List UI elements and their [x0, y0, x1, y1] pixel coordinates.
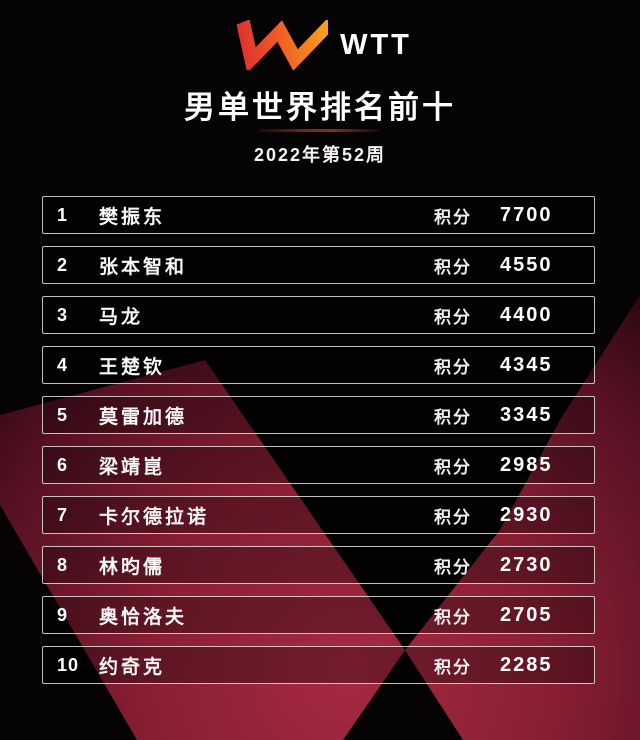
score-label: 积分: [434, 207, 472, 227]
score-value: 3345: [500, 403, 553, 426]
player-name: 梁靖崑: [99, 456, 166, 478]
score-label: 积分: [434, 357, 472, 377]
score-value: 2930: [500, 503, 553, 526]
motif-right-wing: [405, 295, 640, 740]
score-label: 积分: [434, 457, 472, 477]
player-name: 奥恰洛夫: [99, 606, 188, 628]
score-label: 积分: [434, 557, 472, 577]
wtt-logo-icon: [236, 20, 329, 70]
ranking-row: 9 奥恰洛夫 积分 2705: [42, 596, 595, 634]
score-value: 2285: [500, 653, 553, 676]
player-name: 林昀儒: [99, 556, 166, 578]
score-value: 7700: [500, 203, 553, 226]
week-subtitle: 2022年第52周: [253, 145, 387, 165]
player-name: 张本智和: [99, 256, 188, 278]
score-value: 4400: [500, 303, 553, 326]
rank-number: 9: [57, 604, 69, 625]
score-label: 积分: [434, 507, 472, 527]
score-value: 2730: [500, 553, 553, 576]
player-name: 莫雷加德: [99, 406, 188, 428]
score-value: 4345: [500, 353, 553, 376]
score-label: 积分: [434, 607, 472, 627]
rank-number: 6: [57, 454, 69, 475]
ranking-row: 8 林昀儒 积分 2730: [42, 546, 595, 584]
ranking-row: 2 张本智和 积分 4550: [42, 246, 595, 284]
score-group: 积分 2705: [434, 603, 564, 628]
player-name: 马龙: [99, 306, 144, 328]
wtt-logo-text: WTT: [340, 28, 412, 61]
ranking-row: 1 樊振东 积分 7700: [42, 196, 595, 234]
rank-number: 4: [57, 354, 69, 375]
score-label: 积分: [434, 307, 472, 327]
player-name: 约奇克: [99, 656, 166, 678]
ranking-row: 3 马龙 积分 4400: [42, 296, 595, 334]
rank-number: 3: [57, 304, 69, 325]
title-divider: [258, 129, 380, 132]
player-name: 王楚钦: [99, 356, 166, 378]
rank-number: 1: [57, 204, 69, 225]
page-title: 男单世界排名前十: [184, 90, 456, 125]
score-group: 积分 4345: [434, 353, 564, 378]
rank-number: 10: [57, 654, 80, 675]
rank-number: 8: [57, 554, 69, 575]
ranking-row: 4 王楚钦 积分 4345: [42, 346, 595, 384]
score-group: 积分 2285: [434, 653, 564, 678]
score-label: 积分: [434, 257, 472, 277]
score-value: 2705: [500, 603, 553, 626]
score-group: 积分 4400: [434, 303, 564, 328]
score-group: 积分 2730: [434, 553, 564, 578]
ranking-row: 6 梁靖崑 积分 2985: [42, 446, 595, 484]
ranking-row: 7 卡尔德拉诺 积分 2930: [42, 496, 595, 534]
score-group: 积分 7700: [434, 203, 564, 228]
score-value: 4550: [500, 253, 553, 276]
score-label: 积分: [434, 657, 472, 677]
player-name: 樊振东: [99, 206, 166, 228]
rank-number: 2: [57, 254, 69, 275]
score-label: 积分: [434, 407, 472, 427]
rank-number: 7: [57, 504, 69, 525]
ranking-row: 5 莫雷加德 积分 3345: [42, 396, 595, 434]
score-value: 2985: [500, 453, 553, 476]
rank-number: 5: [57, 404, 69, 425]
motif-left-wing: [0, 360, 405, 740]
score-group: 积分 2930: [434, 503, 564, 528]
score-group: 积分 4550: [434, 253, 564, 278]
score-group: 积分 2985: [434, 453, 564, 478]
score-group: 积分 3345: [434, 403, 564, 428]
wtt-w-mark: [236, 20, 329, 70]
ranking-row: 10 约奇克 积分 2285: [42, 646, 595, 684]
wtt-logo: WTT: [0, 18, 640, 72]
player-name: 卡尔德拉诺: [99, 506, 210, 528]
ranking-list: 1 樊振东 积分 7700 2 张本智和 积分 4550 3 马龙 积分 440…: [42, 196, 595, 696]
